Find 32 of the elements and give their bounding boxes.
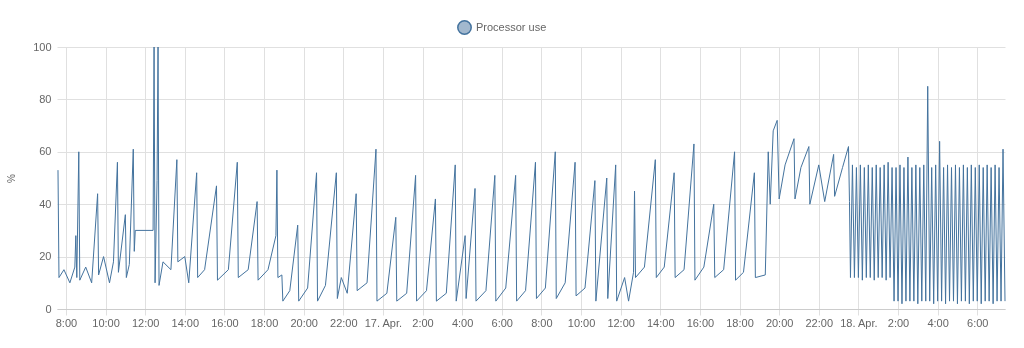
x-tick-label: 20:00 [290, 316, 318, 329]
y-tick-label: 40 [39, 197, 52, 210]
y-tick-label: 60 [39, 145, 52, 158]
x-tick-label: 14:00 [647, 316, 675, 329]
x-tick-label: 14:00 [171, 316, 200, 329]
x-tick-label: 2:00 [412, 316, 434, 329]
x-tick-label: 6:00 [491, 316, 513, 329]
x-tick-label: 6:00 [967, 316, 989, 329]
x-tick-label: 16:00 [686, 316, 715, 329]
x-tick-label: 22:00 [330, 316, 358, 329]
x-tick-label: 12:00 [607, 316, 635, 329]
x-tick-label: 20:00 [765, 316, 794, 329]
x-tick-label: 8:00 [55, 316, 78, 329]
y-tick-label: 100 [33, 40, 52, 53]
x-tick-label: 10:00 [92, 316, 120, 329]
y-tick-label: 0 [45, 302, 52, 315]
x-tick-label: 2:00 [887, 316, 910, 329]
x-tick-label: 17. Apr. [364, 316, 403, 329]
x-tick-label: 18. Apr. [840, 316, 878, 329]
x-tick-label: 4:00 [451, 316, 474, 329]
x-tick-label: 8:00 [531, 316, 553, 329]
x-tick-label: 18:00 [726, 316, 754, 329]
x-tick-label: 22:00 [805, 316, 834, 329]
y-axis-title: % [6, 173, 18, 183]
y-tick-label: 20 [39, 250, 52, 263]
x-tick-label: 16:00 [211, 316, 239, 329]
x-tick-label: 18:00 [250, 316, 279, 329]
x-tick-label: 10:00 [567, 316, 596, 329]
x-tick-label: 4:00 [927, 316, 949, 329]
y-tick-label: 80 [39, 92, 52, 105]
x-tick-label: 12:00 [131, 316, 160, 329]
legend-label: Processor use [476, 20, 547, 33]
